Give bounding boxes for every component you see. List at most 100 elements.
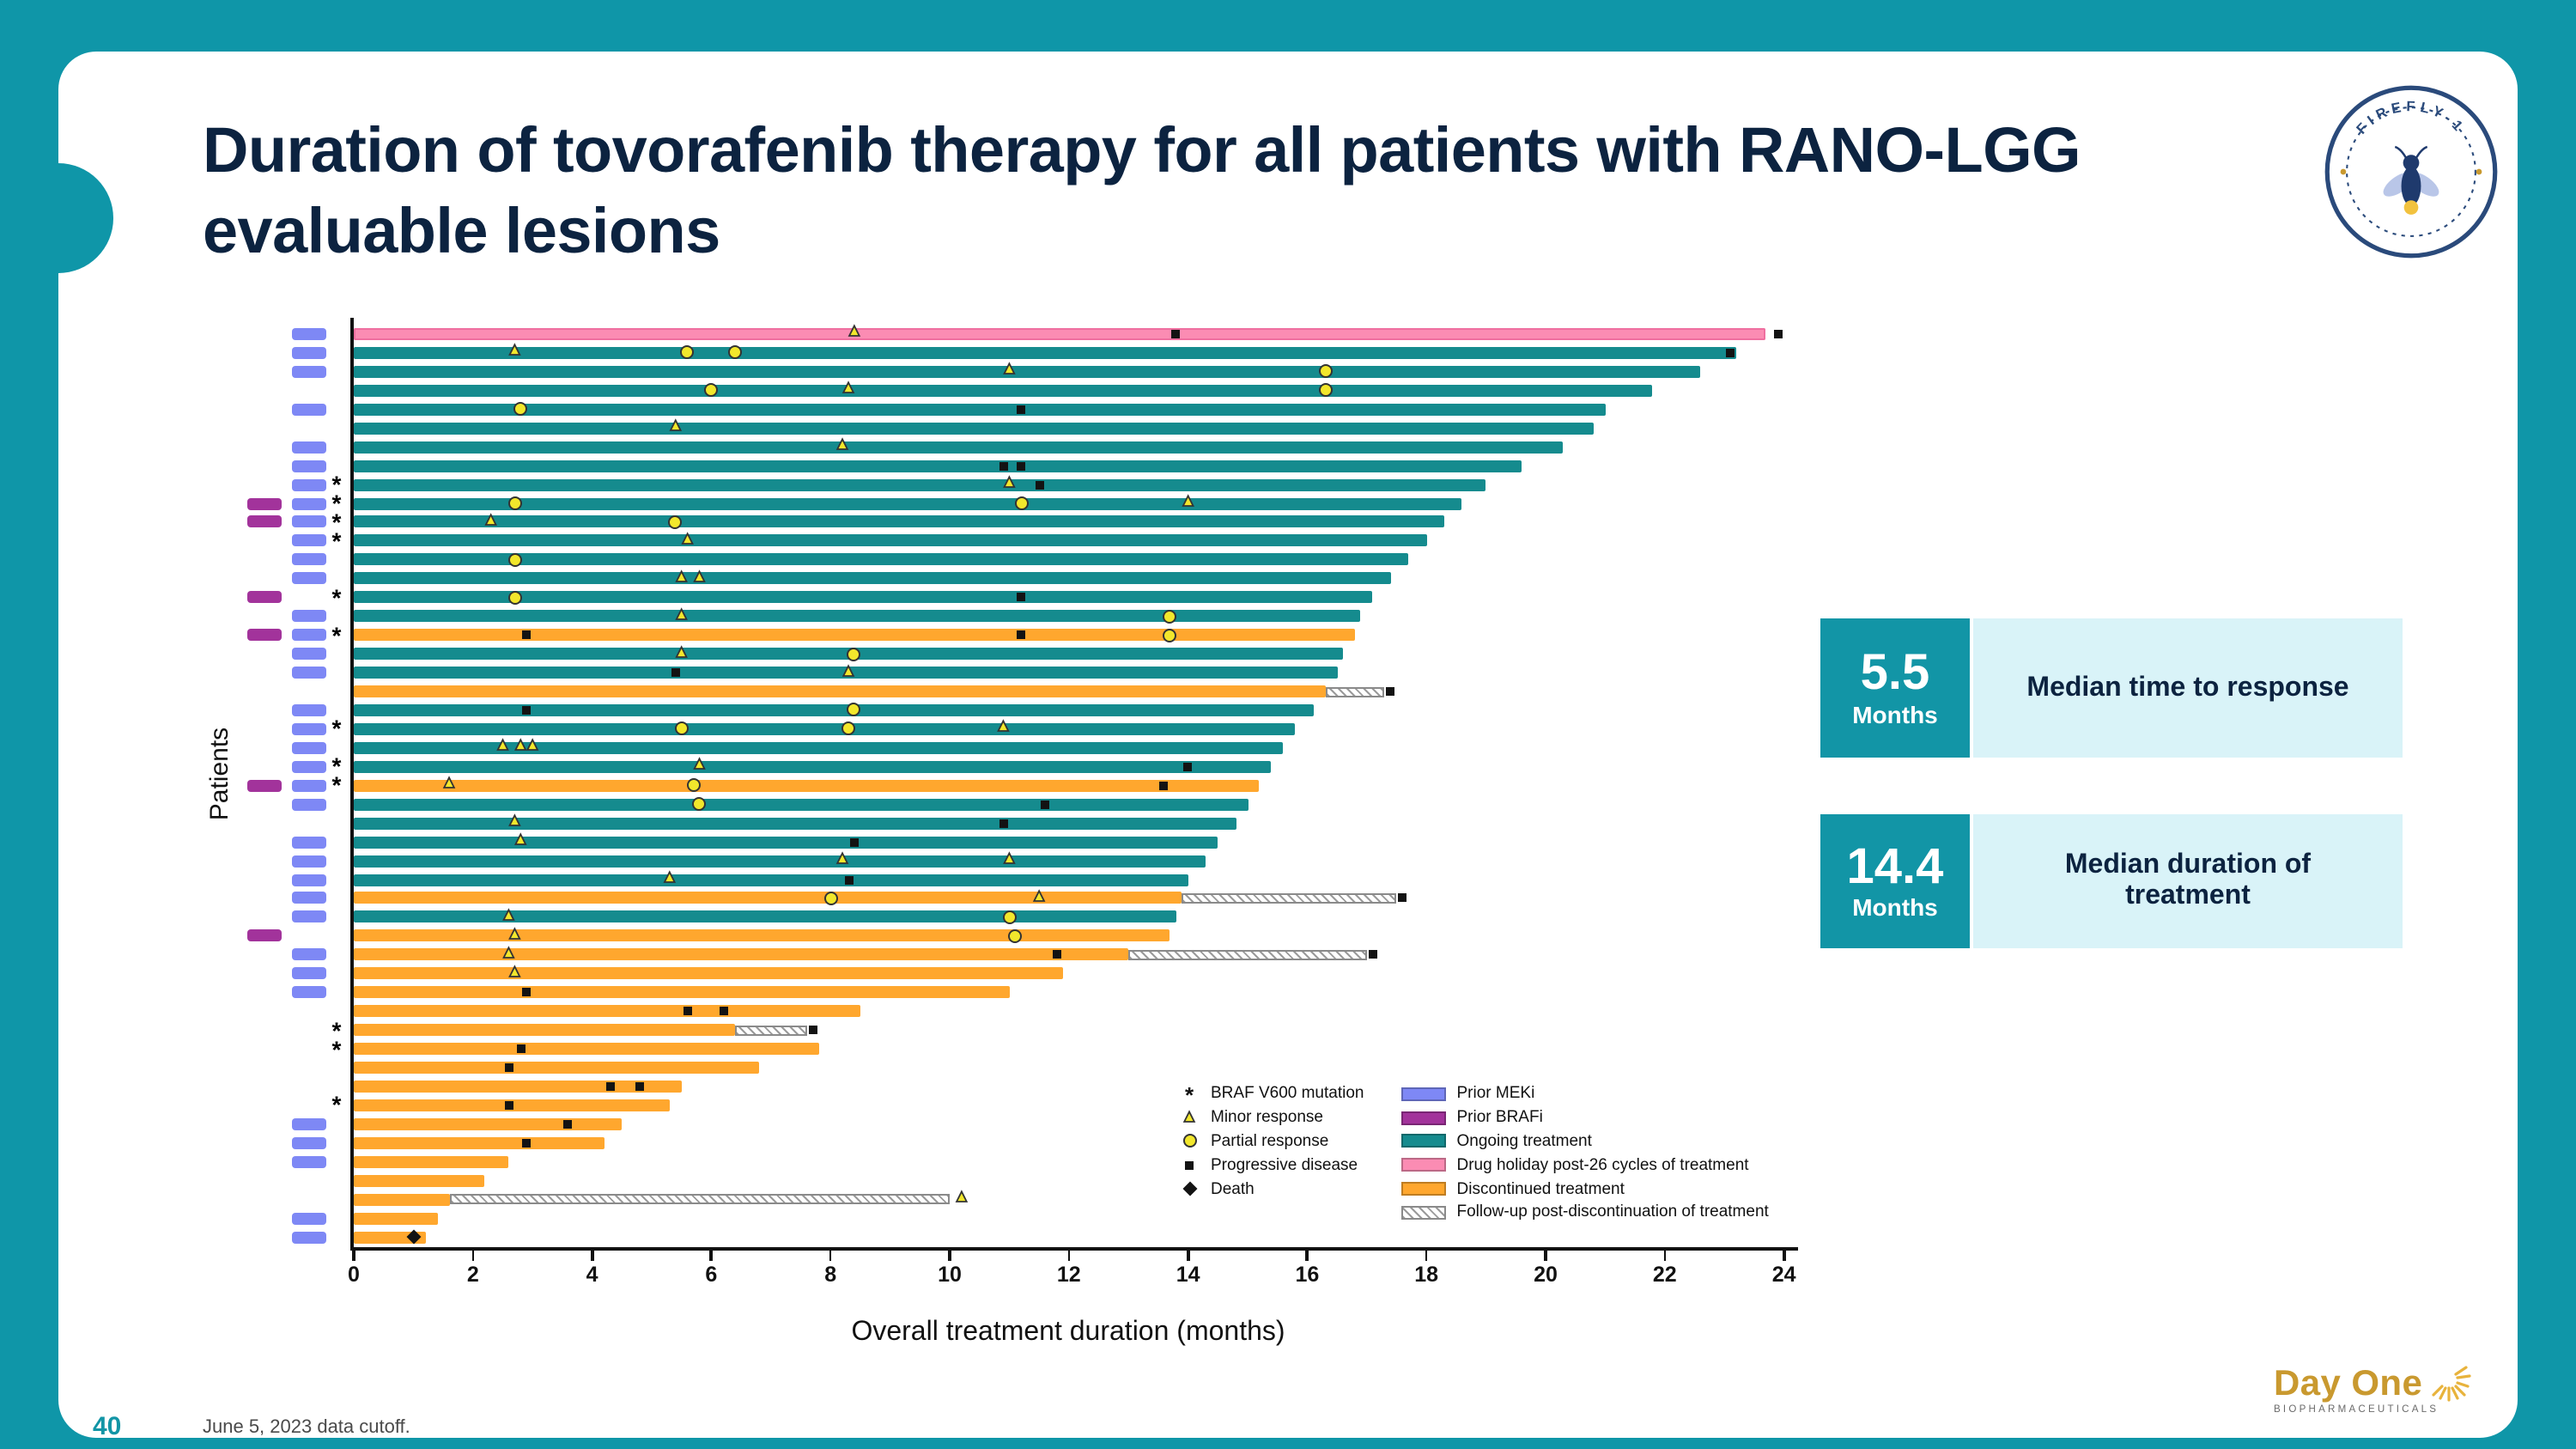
minor-response-marker: ▲ [523,736,542,756]
prior-brafi-indicator [247,779,282,792]
prior-meki-indicator [292,741,326,754]
patient-bar [354,1080,682,1093]
followup-bar [735,1025,807,1036]
legend-label: Minor response [1211,1108,1323,1128]
x-axis-tick-label: 16 [1295,1262,1320,1287]
prior-meki-indicator [292,1155,326,1168]
day-one-logo-text: Day One [2274,1364,2423,1403]
circle-legend-icon [1178,1134,1200,1148]
patient-bar [354,365,1701,378]
progressive-disease-marker [999,461,1008,471]
data-cutoff-footnote: June 5, 2023 data cutoff. [203,1417,410,1438]
prior-meki-indicator [292,460,326,472]
prior-meki-indicator [292,403,326,416]
prior-meki-indicator [292,779,326,792]
partial-response-marker [692,797,707,812]
partial-response-marker [1002,910,1017,924]
progressive-disease-marker [1017,593,1026,602]
progressive-disease-marker [1171,329,1181,338]
patient-bar [354,722,1296,735]
minor-response-marker: ▲ [506,341,525,361]
minor-response-marker: ▲ [482,510,501,530]
progressive-disease-marker [719,1007,728,1016]
braf-v600-star: * [331,1091,342,1119]
legend-item: ▲ Minor response [1178,1106,1364,1130]
braf-v600-star: * [331,770,342,799]
minor-response-marker: ▲ [1000,472,1019,492]
slide-card: Duration of tovorafenib therapy for all … [58,52,2518,1438]
stat-value-box: 5.5 Months [1820,618,1970,758]
x-axis-tick [591,1250,594,1261]
legend-label: Ongoing treatment [1456,1131,1592,1151]
legend-label: BRAF V600 mutation [1211,1084,1364,1104]
partial-response-marker [668,514,683,529]
progressive-disease-marker [1017,630,1026,640]
x-axis-line [350,1246,1798,1251]
patient-bar [354,986,1010,999]
minor-response-marker: ▲ [512,831,531,850]
prior-meki-indicator [292,572,326,585]
followup-bar [1182,892,1397,904]
y-axis-line [350,318,354,1247]
stat-unit: Months [1852,893,1938,922]
stat-unit: Months [1852,700,1938,728]
minor-response-marker: ▲ [1000,849,1019,868]
x-axis-tick [1663,1250,1667,1261]
minor-response-marker: ▲ [506,962,525,982]
followup-bar [449,1194,950,1205]
x-axis-tick [352,1250,355,1261]
stat-median-duration-of-treatment: 14.4 Months Median duration of treatment [1820,814,2403,948]
partial-response-marker [1318,364,1333,379]
progressive-disease-marker [1726,348,1735,357]
progressive-disease-marker [1017,405,1026,414]
minor-response-marker: ▲ [690,755,709,775]
prior-meki-indicator [292,1117,326,1130]
ongoing-legend-swatch [1401,1134,1447,1148]
followup-bar [1128,949,1367,960]
patient-bar [354,1174,485,1187]
patient-bar [354,1136,605,1149]
prior-meki-indicator [292,629,326,642]
legend-item: Death [1178,1177,1364,1201]
patient-bar [354,892,1182,904]
prior-meki-indicator [292,760,326,773]
minor-response-marker: ▲ [672,605,691,624]
legend-label: Discontinued treatment [1456,1179,1625,1199]
patient-bar [354,515,1444,528]
x-axis-tick [1187,1250,1190,1261]
partial-response-marker [1318,383,1333,398]
x-axis-tick-label: 6 [705,1262,718,1287]
minor-response-marker: ▲ [506,812,525,831]
patient-bar [354,1024,736,1037]
minor-response-marker: ▲ [833,435,852,455]
partial-response-marker [1014,496,1029,511]
partial-response-marker [680,345,695,360]
triangle-legend-icon: ▲ [1180,1107,1199,1127]
followup-bar [1325,686,1385,697]
firefly-logo-svg: FIREFLY-1 [2324,85,2498,259]
firefly-bug-icon [2383,145,2439,215]
x-axis-tick [709,1250,713,1261]
prior-meki-indicator [292,874,326,886]
minor-response-marker: ▲ [500,943,519,963]
minor-response-marker: ▲ [994,717,1013,737]
prior-meki-indicator [292,798,326,811]
minor-response-marker: ▲ [666,417,685,436]
minor-response-marker: ▲ [952,1188,971,1208]
x-axis-tick [1305,1250,1309,1261]
brafi-legend-swatch [1401,1111,1447,1125]
partial-response-marker [513,402,528,417]
patient-bar [354,346,1737,359]
minor-response-marker: ▲ [440,774,459,794]
patient-bar [354,610,1361,623]
patient-bar [354,1043,819,1056]
x-axis-tick-label: 18 [1414,1262,1439,1287]
braf-v600-star: * [331,582,342,611]
patient-bar [354,534,1427,547]
plot-layer: 0 2 4 6 8 10 12 14 16 18 20 22 24 ▲ ▲ ▲ ▲ ▲ ▲ * ▲ * ▲ * ▲ * ▲ ▲ ▲ * ▲ *… [58,52,2518,1438]
x-axis-tick-label: 22 [1652,1262,1677,1287]
prior-meki-indicator [292,648,326,661]
progressive-disease-marker [516,1044,526,1054]
prior-meki-indicator [292,892,326,904]
patient-bar [354,460,1522,472]
